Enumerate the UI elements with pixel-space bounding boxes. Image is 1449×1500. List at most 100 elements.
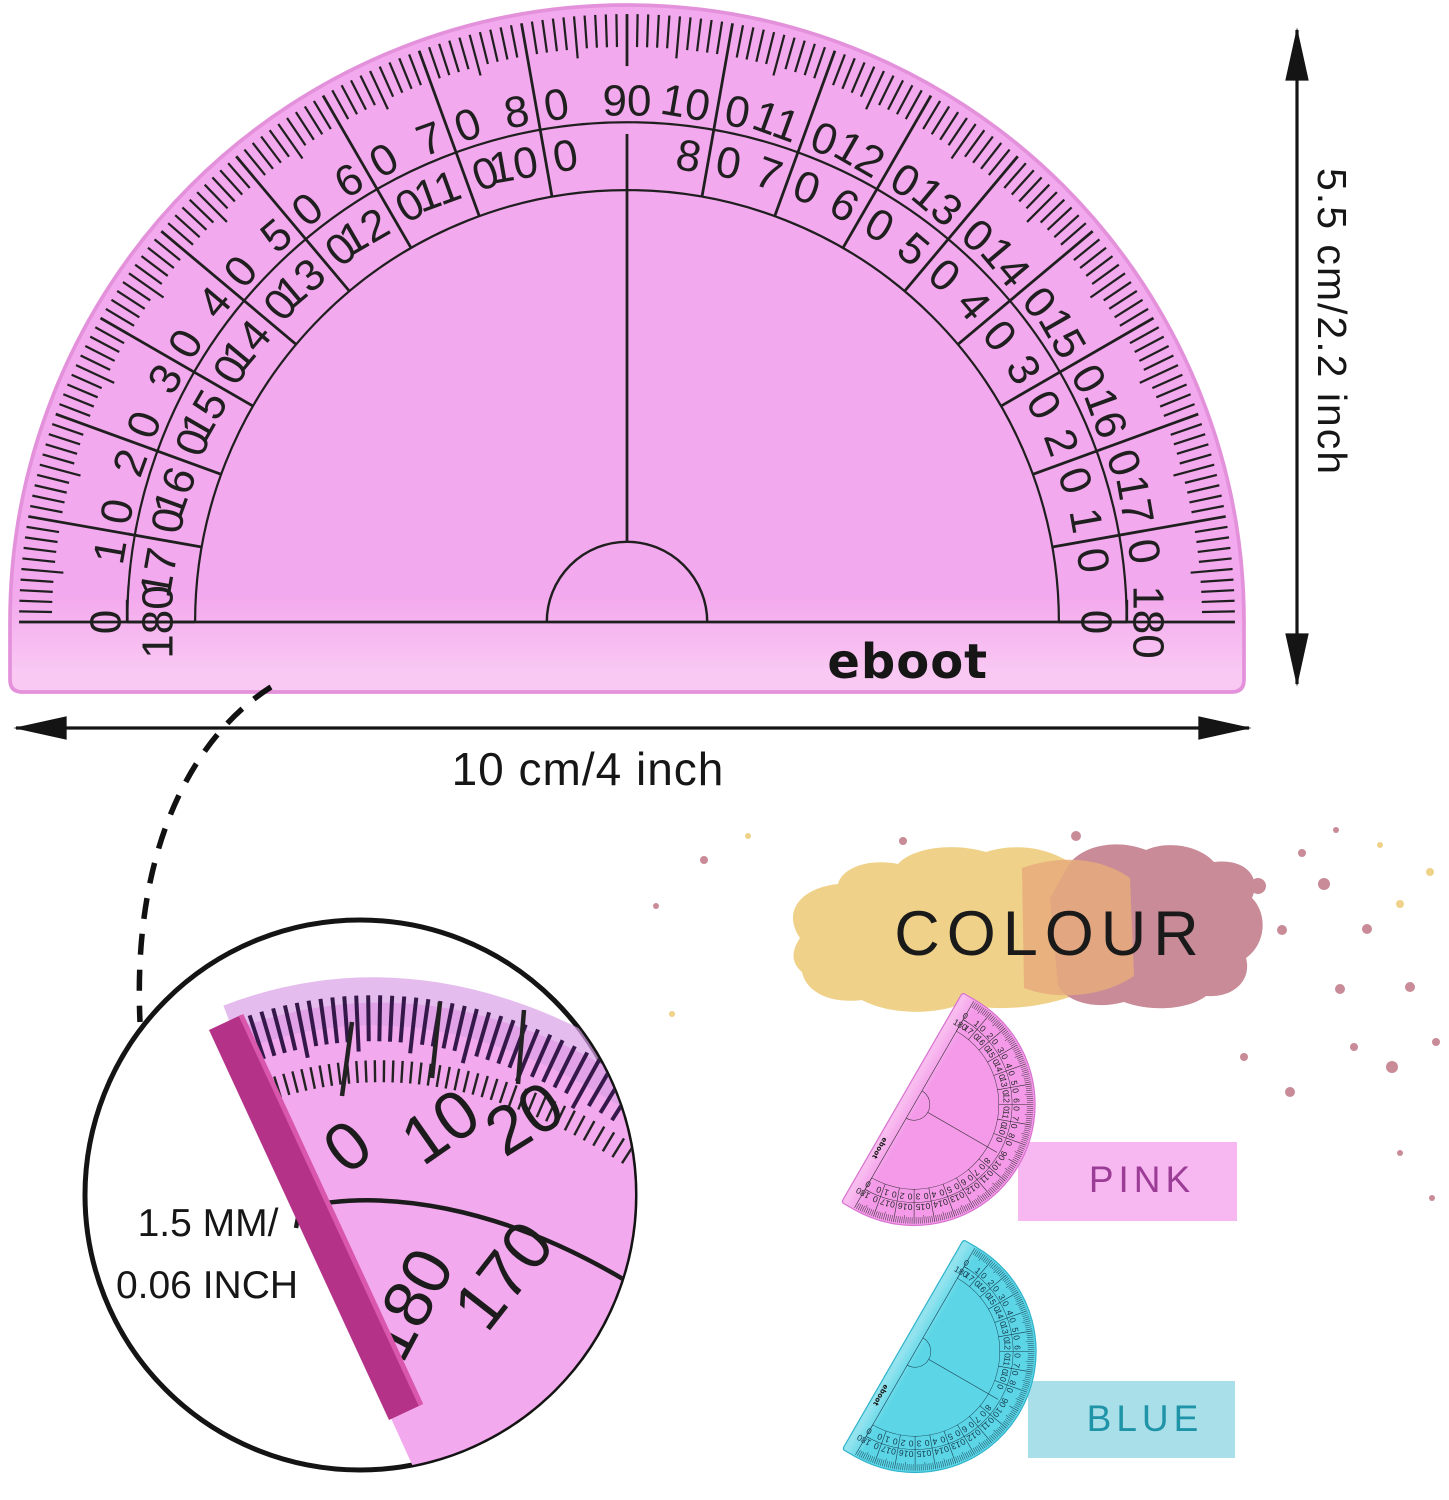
svg-text:0: 0 (908, 1192, 913, 1202)
svg-text:2: 2 (985, 1031, 996, 1041)
svg-text:90: 90 (997, 1396, 1011, 1409)
svg-text:2: 2 (899, 1191, 906, 1202)
svg-text:0: 0 (965, 1172, 975, 1183)
protractor-body (842, 1240, 1037, 1474)
svg-text:0: 0 (871, 1194, 879, 1205)
svg-text:180: 180 (1124, 585, 1173, 658)
svg-text:2: 2 (900, 1438, 907, 1449)
variant-label-pink: PINK (1088, 1159, 1196, 1200)
svg-text:0: 0 (961, 1010, 970, 1021)
svg-text:12: 12 (1002, 1340, 1012, 1350)
svg-text:8: 8 (1007, 1379, 1018, 1387)
svg-text:0: 0 (999, 1052, 1010, 1061)
svg-text:0: 0 (966, 1419, 976, 1430)
svg-text:14: 14 (933, 1445, 944, 1457)
svg-text:12: 12 (1001, 1093, 1011, 1103)
svg-text:0: 0 (982, 1043, 993, 1053)
svg-text:5: 5 (945, 1184, 953, 1195)
svg-text:0: 0 (994, 1136, 1005, 1144)
svg-text:12: 12 (965, 1430, 978, 1444)
svg-text:17: 17 (1106, 471, 1163, 528)
svg-text:13: 13 (998, 1077, 1010, 1088)
svg-text:7: 7 (1011, 1362, 1022, 1369)
svg-text:0: 0 (973, 1427, 983, 1438)
svg-text:0: 0 (1010, 1087, 1021, 1094)
svg-text:14: 14 (992, 1061, 1005, 1074)
svg-text:180: 180 (133, 585, 182, 658)
svg-text:13: 13 (950, 1439, 963, 1452)
svg-text:0: 0 (938, 1187, 946, 1198)
svg-text:17: 17 (131, 544, 188, 601)
svg-text:10: 10 (657, 75, 714, 132)
svg-text:5: 5 (1009, 1080, 1020, 1087)
svg-text:0: 0 (890, 1446, 897, 1457)
svg-text:0: 0 (997, 1073, 1008, 1081)
svg-text:17: 17 (880, 1443, 893, 1456)
svg-text:0: 0 (909, 1439, 914, 1449)
svg-text:16: 16 (897, 1201, 908, 1213)
small-blue-protractor: 0102030405060708090100110120130140150160… (842, 1240, 1037, 1474)
svg-text:0: 0 (81, 610, 130, 634)
svg-text:8: 8 (983, 1403, 994, 1413)
svg-text:0: 0 (908, 1202, 913, 1212)
svg-text:15: 15 (916, 1449, 926, 1459)
svg-text:0: 0 (1002, 1353, 1012, 1358)
svg-text:90: 90 (603, 76, 652, 125)
svg-text:0: 0 (1007, 1316, 1018, 1324)
svg-text:0: 0 (939, 1434, 947, 1445)
svg-text:0: 0 (1000, 1089, 1011, 1096)
svg-text:4: 4 (931, 1189, 938, 1200)
svg-text:14: 14 (932, 1198, 943, 1210)
svg-text:10: 10 (996, 1124, 1009, 1137)
svg-text:4: 4 (932, 1436, 939, 1447)
svg-text:0: 0 (984, 1168, 995, 1178)
svg-text:4: 4 (1004, 1309, 1015, 1317)
svg-text:5: 5 (946, 1431, 954, 1442)
svg-text:0: 0 (909, 1449, 914, 1459)
svg-text:2: 2 (986, 1278, 997, 1288)
svg-text:8: 8 (1006, 1132, 1017, 1140)
svg-text:0: 0 (1011, 1106, 1021, 1111)
small-pink-protractor: 0102030405060708090100110120130140150160… (841, 993, 1036, 1227)
svg-text:3: 3 (996, 1292, 1007, 1301)
svg-text:0: 0 (1012, 1353, 1022, 1358)
svg-text:11: 11 (1001, 1356, 1012, 1367)
svg-text:4: 4 (1003, 1062, 1014, 1070)
svg-text:0: 0 (978, 1409, 989, 1419)
thickness-label-line2: 0.06 INCH (115, 1264, 299, 1307)
svg-text:0: 0 (1000, 1368, 1011, 1375)
svg-text:90: 90 (996, 1149, 1010, 1162)
svg-text:17: 17 (879, 1196, 892, 1209)
dimension-arrows (13, 27, 1309, 740)
svg-text:0: 0 (1072, 610, 1121, 634)
svg-text:13: 13 (949, 1192, 962, 1205)
svg-text:11: 11 (1000, 1109, 1011, 1120)
protractor-body (841, 993, 1036, 1227)
svg-text:0: 0 (1009, 1123, 1020, 1130)
svg-text:0: 0 (952, 1181, 961, 1192)
svg-text:0: 0 (991, 1284, 1002, 1294)
svg-text:0: 0 (1006, 1069, 1017, 1077)
svg-text:0: 0 (972, 1180, 982, 1191)
svg-text:0: 0 (1003, 1139, 1014, 1147)
blue-swatch (1028, 1381, 1235, 1458)
svg-text:3: 3 (915, 1192, 920, 1202)
svg-text:0: 0 (889, 1199, 896, 1210)
svg-text:0: 0 (876, 1431, 884, 1442)
svg-text:0: 0 (953, 1428, 962, 1439)
svg-text:0: 0 (991, 1304, 1002, 1313)
svg-text:0: 0 (875, 1184, 883, 1195)
svg-text:0: 0 (977, 1162, 988, 1172)
svg-text:16: 16 (898, 1448, 909, 1460)
svg-text:0: 0 (1000, 1299, 1011, 1308)
svg-text:1: 1 (882, 1187, 890, 1198)
svg-text:0: 0 (972, 1278, 982, 1289)
svg-text:10: 10 (485, 137, 542, 194)
svg-text:13: 13 (999, 1324, 1011, 1335)
height-dimension-label: 5.5 cm/2.2 inch (1309, 168, 1355, 477)
svg-text:0: 0 (891, 1189, 898, 1200)
svg-text:1: 1 (883, 1434, 891, 1445)
svg-text:0: 0 (925, 1201, 932, 1212)
